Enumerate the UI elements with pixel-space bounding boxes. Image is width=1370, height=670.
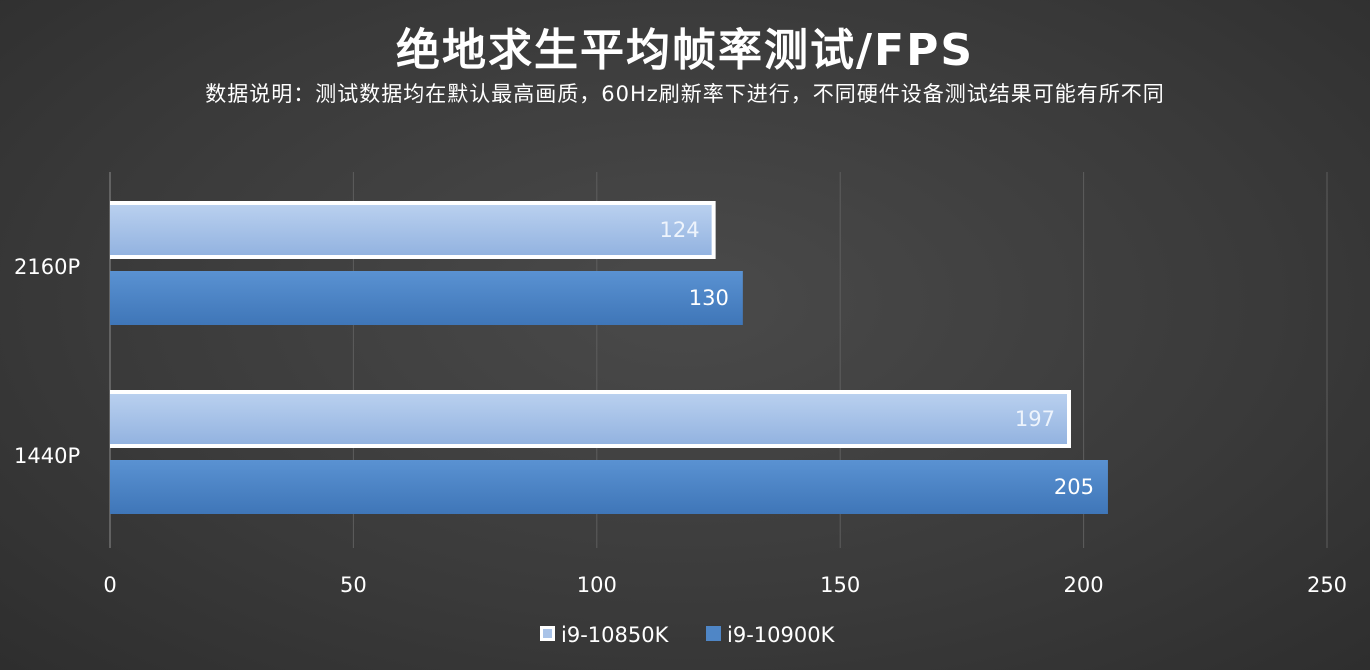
bar	[110, 271, 743, 325]
x-tick-label: 200	[1064, 573, 1104, 597]
legend-swatch	[706, 626, 721, 641]
legend-label: i9-10900K	[727, 623, 836, 647]
category-label: 1440P	[14, 444, 80, 468]
bar	[110, 394, 1067, 444]
x-tick-label: 150	[820, 573, 860, 597]
bar	[110, 205, 712, 255]
data-label: 197	[1015, 407, 1055, 431]
legend-swatch-fill	[543, 629, 552, 638]
category-label: 2160P	[14, 255, 80, 279]
chart-title: 绝地求生平均帧率测试/FPS	[395, 25, 975, 76]
x-tick-label: 250	[1307, 573, 1347, 597]
legend-label: i9-10850K	[561, 623, 670, 647]
data-label: 130	[689, 286, 729, 310]
bar	[110, 460, 1108, 514]
x-tick-label: 100	[577, 573, 617, 597]
data-label: 205	[1054, 475, 1094, 499]
chart-subtitle: 数据说明：测试数据均在默认最高画质，60Hz刷新率下进行，不同硬件设备测试结果可…	[205, 82, 1165, 106]
x-tick-label: 50	[340, 573, 367, 597]
x-tick-label: 0	[103, 573, 116, 597]
data-label: 124	[660, 218, 700, 242]
